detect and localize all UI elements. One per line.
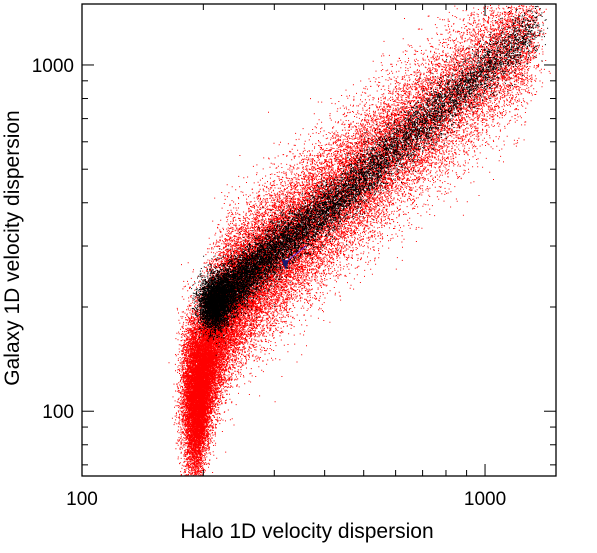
x-tick-label: 1000 [464, 489, 506, 510]
y-axis-label: Galaxy 1D velocity dispersion [1, 110, 24, 385]
highlight-line [285, 245, 307, 263]
plot-frame [81, 3, 557, 477]
black-data-points [191, 5, 549, 356]
overlay-marks [281, 245, 307, 270]
highlight-marker [281, 259, 289, 270]
x-axis-label: Halo 1D velocity dispersion [180, 520, 433, 543]
y-tick-label: 1000 [32, 56, 74, 77]
x-tick-label: 100 [66, 489, 98, 510]
axis-ticks [81, 4, 556, 476]
black-point-series [191, 5, 549, 356]
red-data-points [168, 5, 551, 476]
axis-tick-labels: 100 1000 100 1000 [32, 56, 506, 510]
y-tick-label: 100 [42, 402, 74, 423]
red-point-series [168, 5, 551, 476]
